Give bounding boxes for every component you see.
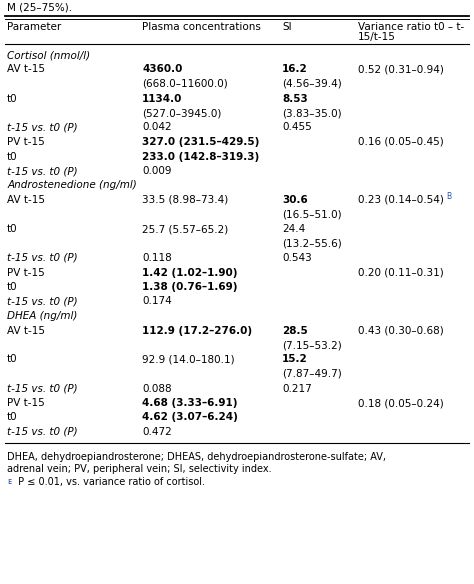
Text: t-15 vs. t0 (P): t-15 vs. t0 (P) (7, 166, 78, 176)
Text: 0.52 (0.31–0.94): 0.52 (0.31–0.94) (358, 64, 444, 75)
Text: Variance ratio t0 – t-: Variance ratio t0 – t- (358, 22, 464, 32)
Text: 0.23 (0.14–0.54): 0.23 (0.14–0.54) (358, 195, 444, 205)
Text: t0: t0 (7, 224, 18, 234)
Text: 33.5 (8.98–73.4): 33.5 (8.98–73.4) (142, 195, 228, 205)
Text: 0.18 (0.05–0.24): 0.18 (0.05–0.24) (358, 398, 444, 408)
Text: PV t-15: PV t-15 (7, 267, 45, 277)
Text: 0.174: 0.174 (142, 297, 172, 307)
Text: 25.7 (5.57–65.2): 25.7 (5.57–65.2) (142, 224, 228, 234)
Text: 0.543: 0.543 (282, 253, 312, 263)
Text: AV t-15: AV t-15 (7, 64, 45, 75)
Text: SI: SI (282, 22, 292, 32)
Text: 92.9 (14.0–180.1): 92.9 (14.0–180.1) (142, 354, 235, 364)
Text: 0.455: 0.455 (282, 123, 312, 133)
Text: 327.0 (231.5–429.5): 327.0 (231.5–429.5) (142, 137, 260, 147)
Text: M (25–75%).: M (25–75%). (7, 3, 72, 13)
Text: t0: t0 (7, 412, 18, 422)
Text: (7.15–53.2): (7.15–53.2) (282, 340, 342, 350)
Text: 8.53: 8.53 (282, 93, 308, 103)
Text: (527.0–3945.0): (527.0–3945.0) (142, 108, 221, 118)
Text: 0.217: 0.217 (282, 384, 312, 394)
Text: DHEA, dehydroepiandrosterone; DHEAS, dehydroepiandrosterone-sulfate; AV,: DHEA, dehydroepiandrosterone; DHEAS, deh… (7, 453, 386, 463)
Text: AV t-15: AV t-15 (7, 325, 45, 335)
Text: (4.56–39.4): (4.56–39.4) (282, 79, 342, 89)
Text: PV t-15: PV t-15 (7, 137, 45, 147)
Text: (16.5–51.0): (16.5–51.0) (282, 210, 342, 220)
Text: (3.83–35.0): (3.83–35.0) (282, 108, 342, 118)
Text: Plasma concentrations: Plasma concentrations (142, 22, 261, 32)
Text: 16.2: 16.2 (282, 64, 308, 75)
Text: 28.5: 28.5 (282, 325, 308, 335)
Text: 0.088: 0.088 (142, 384, 172, 394)
Text: 4.68 (3.33–6.91): 4.68 (3.33–6.91) (142, 398, 237, 408)
Text: ᴇ: ᴇ (7, 477, 11, 485)
Text: 24.4: 24.4 (282, 224, 305, 234)
Text: (7.87–49.7): (7.87–49.7) (282, 369, 342, 379)
Text: DHEA (ng/ml): DHEA (ng/ml) (7, 311, 77, 321)
Text: t-15 vs. t0 (P): t-15 vs. t0 (P) (7, 123, 78, 133)
Text: 30.6: 30.6 (282, 195, 308, 205)
Text: (13.2–55.6): (13.2–55.6) (282, 238, 342, 249)
Text: 1134.0: 1134.0 (142, 93, 182, 103)
Text: t0: t0 (7, 282, 18, 292)
Text: 4360.0: 4360.0 (142, 64, 182, 75)
Text: 0.43 (0.30–0.68): 0.43 (0.30–0.68) (358, 325, 444, 335)
Text: Cortisol (nmol/l): Cortisol (nmol/l) (7, 50, 90, 60)
Text: Parameter: Parameter (7, 22, 61, 32)
Text: 0.16 (0.05–0.45): 0.16 (0.05–0.45) (358, 137, 444, 147)
Text: adrenal vein; PV, peripheral vein; SI, selectivity index.: adrenal vein; PV, peripheral vein; SI, s… (7, 464, 272, 474)
Text: t0: t0 (7, 354, 18, 364)
Text: 0.20 (0.11–0.31): 0.20 (0.11–0.31) (358, 267, 444, 277)
Text: 0.472: 0.472 (142, 427, 172, 437)
Text: PV t-15: PV t-15 (7, 398, 45, 408)
Text: 4.62 (3.07–6.24): 4.62 (3.07–6.24) (142, 412, 238, 422)
Text: 15.2: 15.2 (282, 354, 308, 364)
Text: (668.0–11600.0): (668.0–11600.0) (142, 79, 228, 89)
Text: 233.0 (142.8–319.3): 233.0 (142.8–319.3) (142, 151, 259, 162)
Text: AV t-15: AV t-15 (7, 195, 45, 205)
Text: B: B (446, 192, 451, 201)
Text: 0.042: 0.042 (142, 123, 172, 133)
Text: t-15 vs. t0 (P): t-15 vs. t0 (P) (7, 253, 78, 263)
Text: t-15 vs. t0 (P): t-15 vs. t0 (P) (7, 384, 78, 394)
Text: 1.42 (1.02–1.90): 1.42 (1.02–1.90) (142, 267, 237, 277)
Text: 15/t-15: 15/t-15 (358, 32, 396, 42)
Text: 0.118: 0.118 (142, 253, 172, 263)
Text: Androstenedione (ng/ml): Androstenedione (ng/ml) (7, 180, 137, 190)
Text: t-15 vs. t0 (P): t-15 vs. t0 (P) (7, 297, 78, 307)
Text: t-15 vs. t0 (P): t-15 vs. t0 (P) (7, 427, 78, 437)
Text: t0: t0 (7, 93, 18, 103)
Text: P ≤ 0.01, vs. variance ratio of cortisol.: P ≤ 0.01, vs. variance ratio of cortisol… (15, 477, 205, 486)
Text: t0: t0 (7, 151, 18, 162)
Text: 1.38 (0.76–1.69): 1.38 (0.76–1.69) (142, 282, 237, 292)
Text: 0.009: 0.009 (142, 166, 172, 176)
Text: 112.9 (17.2–276.0): 112.9 (17.2–276.0) (142, 325, 252, 335)
